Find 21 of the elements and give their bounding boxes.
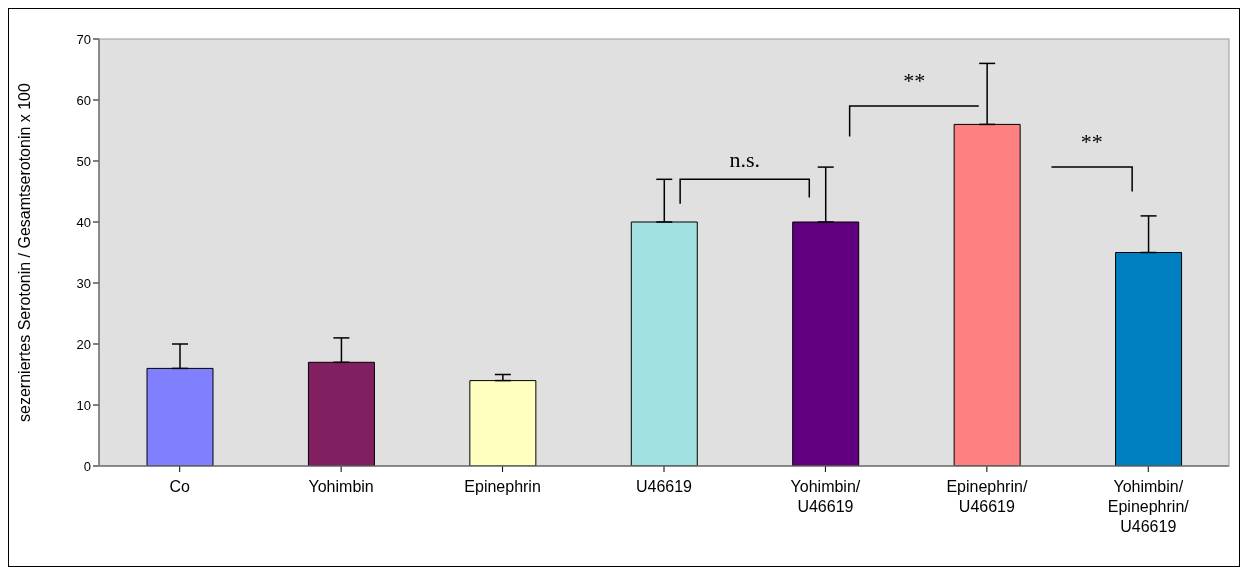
y-axis-title: sezerniertes Serotonin / Gesamtserotonin x 100 bbox=[15, 82, 33, 422]
y-tick-label: 50 bbox=[76, 153, 91, 169]
x-tick-label: Co bbox=[169, 478, 191, 495]
x-tick-label: Epinephrin/U46619 bbox=[946, 478, 1028, 515]
y-tick-label: 20 bbox=[76, 336, 91, 352]
bar bbox=[630, 221, 698, 466]
x-tick-label: Epinephrin bbox=[464, 478, 541, 495]
x-tick-label: Yohimbin/Epinephrin/U46619 bbox=[1107, 478, 1190, 535]
y-tick-label: 70 bbox=[76, 31, 91, 47]
y-tick-label: 40 bbox=[76, 214, 91, 230]
annotation: ** bbox=[1080, 128, 1103, 154]
annotation: ** bbox=[903, 67, 926, 93]
annotation: n.s. bbox=[729, 147, 760, 173]
x-tick-label: Yohimbin/U46619 bbox=[790, 478, 861, 515]
y-tick-label: 30 bbox=[76, 275, 91, 291]
x-tick-label: Yohimbin bbox=[308, 478, 374, 495]
y-tick-label: 10 bbox=[76, 397, 91, 413]
y-tick-label: 60 bbox=[76, 92, 91, 108]
bar bbox=[792, 221, 860, 466]
y-tick-label: 0 bbox=[83, 458, 91, 474]
x-tick-label: U46619 bbox=[635, 478, 693, 495]
